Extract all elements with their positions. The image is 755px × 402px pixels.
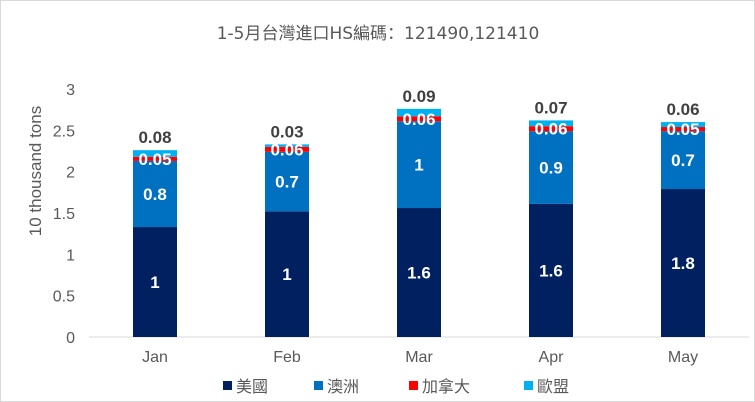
- y-axis-label: 10 thousand tons: [26, 106, 45, 236]
- bar-segment: [265, 151, 309, 212]
- legend-swatch: [409, 381, 418, 390]
- legend-label: 加拿大: [422, 377, 470, 396]
- bar-segment: [133, 156, 177, 161]
- chart-title: 1-5月台灣進口HS編碼：121490,121410: [217, 24, 540, 44]
- legend: 美國 澳洲 加拿大 歐盟: [223, 377, 569, 396]
- bar-segment: [397, 208, 441, 337]
- data-label: 0.06: [666, 100, 699, 119]
- x-tick-label: May: [668, 349, 698, 366]
- data-label: 1: [150, 273, 159, 292]
- legend-label: 澳洲: [327, 377, 359, 396]
- bar-segment: [133, 227, 177, 337]
- data-label: 0.7: [671, 151, 695, 170]
- legend-swatch: [314, 381, 323, 390]
- data-label: 0.05: [138, 150, 171, 169]
- bar-segment: [265, 211, 309, 337]
- x-tick-label: Jan: [142, 349, 168, 366]
- data-label: 0.9: [539, 159, 563, 178]
- data-label: 0.07: [534, 98, 567, 117]
- data-label: 1: [414, 156, 423, 175]
- x-tick-label: Apr: [539, 349, 565, 366]
- bar-segment: [265, 146, 309, 152]
- bar-segment: [661, 189, 705, 337]
- y-tick-label: 3: [66, 82, 75, 99]
- data-label: 0.03: [270, 122, 303, 141]
- bar-segment: [529, 131, 573, 204]
- y-tick-label: 1.5: [53, 206, 75, 223]
- bar-segment: [529, 126, 573, 132]
- y-axis-ticks: 0 0.5 1 1.5 2 2.5 3: [53, 82, 75, 347]
- data-label: 1.6: [539, 261, 563, 280]
- legend-label: 美國: [236, 377, 268, 396]
- data-label: 0.09: [402, 87, 435, 106]
- data-label: 0.08: [138, 128, 171, 147]
- y-tick-label: 1: [66, 247, 75, 264]
- y-tick-label: 2.5: [53, 123, 75, 140]
- bar-segment: [397, 121, 441, 209]
- data-label: 1: [282, 265, 291, 284]
- bars-group: 10.80.050.0810.70.060.031.610.060.091.60…: [133, 87, 705, 337]
- bar-segment: [661, 122, 705, 128]
- data-label: 0.06: [270, 140, 303, 159]
- data-label: 0.7: [275, 173, 299, 192]
- x-tick-label: Mar: [405, 349, 433, 366]
- bar-segment: [529, 203, 573, 337]
- data-label: 0.05: [666, 120, 699, 139]
- data-label: 1.6: [407, 264, 431, 283]
- y-tick-label: 0: [66, 330, 75, 347]
- legend-label: 歐盟: [537, 377, 569, 396]
- x-axis-ticks: Jan Feb Mar Apr May: [142, 349, 698, 366]
- x-tick-label: Feb: [273, 349, 301, 366]
- y-tick-label: 2: [66, 165, 75, 182]
- bar-segment: [397, 116, 441, 122]
- data-label: 1.8: [671, 254, 695, 273]
- y-tick-label: 0.5: [53, 289, 75, 306]
- legend-swatch: [223, 381, 232, 390]
- legend-swatch: [524, 381, 533, 390]
- bar-segment: [265, 144, 309, 147]
- bar-segment: [133, 160, 177, 228]
- bar-segment: [133, 150, 177, 157]
- bar-segment: [661, 131, 705, 190]
- data-label: 0.8: [143, 185, 167, 204]
- data-label: 0.06: [402, 110, 435, 129]
- data-label: 0.06: [534, 120, 567, 139]
- bar-segment: [661, 127, 705, 132]
- bar-segment: [529, 120, 573, 127]
- bar-segment: [397, 108, 441, 117]
